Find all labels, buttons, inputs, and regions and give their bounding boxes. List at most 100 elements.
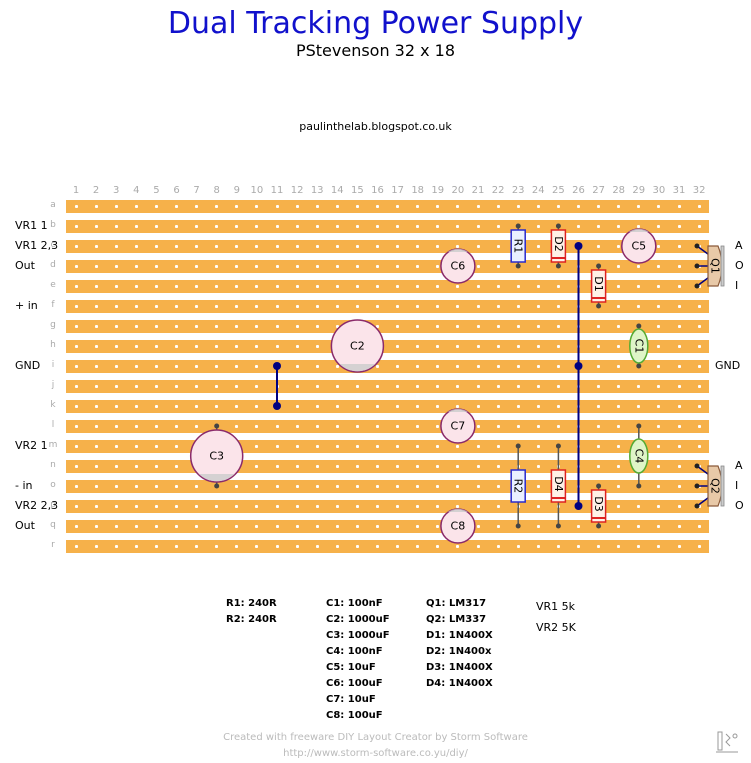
strip-hole: [114, 284, 118, 288]
strip-hole: [677, 464, 681, 468]
copper-strip: [66, 379, 709, 393]
column-number: 13: [310, 185, 324, 196]
strip-hole: [677, 284, 681, 288]
strip-hole: [416, 444, 420, 448]
strip-hole: [315, 544, 319, 548]
strip-hole: [195, 424, 199, 428]
strip-hole: [556, 304, 560, 308]
strip-hole: [436, 284, 440, 288]
capacitor-c1: [629, 328, 649, 364]
left-pin-label: VR2 1: [15, 439, 48, 452]
strip-hole: [436, 444, 440, 448]
strip-hole: [536, 544, 540, 548]
strip-hole: [315, 244, 319, 248]
strip-hole: [376, 504, 379, 508]
strip-hole: [195, 304, 199, 308]
strip-hole: [275, 444, 279, 448]
right-pin-label: A: [735, 239, 743, 252]
strip-hole: [697, 444, 701, 448]
strip-hole: [94, 364, 98, 368]
strip-hole: [235, 344, 239, 348]
lead-dot: [515, 263, 521, 269]
strip-hole: [94, 444, 98, 448]
link-dot: [273, 362, 281, 370]
strip-hole: [657, 404, 661, 408]
column-number: 29: [632, 185, 646, 196]
strip-hole: [677, 384, 681, 388]
strip-hole: [496, 484, 500, 488]
strip-hole: [476, 444, 480, 448]
strip-hole: [496, 204, 500, 208]
component-label: C5: [631, 240, 646, 253]
left-pin-label: - in: [15, 479, 33, 492]
strip-hole: [134, 264, 138, 268]
strip-hole: [355, 524, 359, 528]
strip-hole: [597, 344, 601, 348]
strip-hole: [597, 204, 601, 208]
strip-hole: [94, 264, 98, 268]
strip-hole: [396, 524, 400, 528]
strip-hole: [536, 324, 540, 328]
strip-hole: [597, 424, 601, 428]
copper-strip: [66, 539, 709, 553]
strip-hole: [235, 424, 239, 428]
strip-hole: [195, 264, 199, 268]
strip-hole: [154, 404, 158, 408]
strip-hole: [536, 504, 540, 508]
strip-hole: [335, 364, 339, 368]
bom-entry: D2: 1N400x: [426, 646, 492, 657]
strip-hole: [376, 544, 379, 548]
strip-hole: [597, 444, 601, 448]
strip-hole: [175, 204, 178, 208]
strip-hole: [396, 404, 400, 408]
strip-hole: [255, 224, 259, 228]
column-number: 21: [471, 185, 485, 196]
strip-hole: [255, 544, 259, 548]
strip-hole: [556, 544, 560, 548]
lead-dot: [694, 503, 700, 509]
strip-hole: [195, 344, 199, 348]
strip-hole: [496, 384, 500, 388]
strip-hole: [416, 484, 420, 488]
right-pin-label: I: [735, 279, 739, 292]
strip-hole: [335, 244, 339, 248]
strip-hole: [637, 304, 641, 308]
strip-hole: [396, 464, 400, 468]
link-dot: [273, 402, 281, 410]
strip-hole: [74, 504, 78, 508]
strip-hole: [476, 464, 480, 468]
strip-hole: [94, 224, 98, 228]
strip-hole: [74, 324, 78, 328]
strip-hole: [315, 384, 319, 388]
strip-hole: [255, 424, 259, 428]
strip-hole: [657, 284, 661, 288]
strip-hole: [154, 224, 158, 228]
strip-hole: [255, 404, 259, 408]
row-letter: k: [50, 400, 56, 410]
bom-semiconductors: Q1: LM317 Q2: LM337 D1: 1N400X D2: 1N400x D3…: [426, 596, 493, 692]
copper-strip: [66, 399, 709, 413]
strip-hole: [496, 264, 500, 268]
strip-hole: [617, 424, 621, 428]
strip-hole: [396, 384, 400, 388]
strip-hole: [295, 484, 299, 488]
lead-dot: [555, 263, 561, 269]
strip-hole: [175, 284, 178, 288]
bom-entry: D3: 1N400X: [426, 662, 493, 673]
strip-hole: [396, 264, 400, 268]
strip-hole: [355, 404, 359, 408]
strip-hole: [496, 524, 500, 528]
strip-hole: [114, 304, 118, 308]
strip-hole: [476, 284, 480, 288]
strip-hole: [134, 244, 138, 248]
strip-hole: [114, 324, 118, 328]
strip-hole: [536, 304, 540, 308]
column-number: 12: [290, 185, 304, 196]
component-label: D3: [592, 496, 605, 511]
strip-hole: [235, 244, 239, 248]
strip-hole: [436, 504, 440, 508]
strip-hole: [456, 324, 460, 328]
lead-dot: [636, 483, 642, 489]
strip-hole: [94, 504, 98, 508]
strip-hole: [677, 504, 681, 508]
